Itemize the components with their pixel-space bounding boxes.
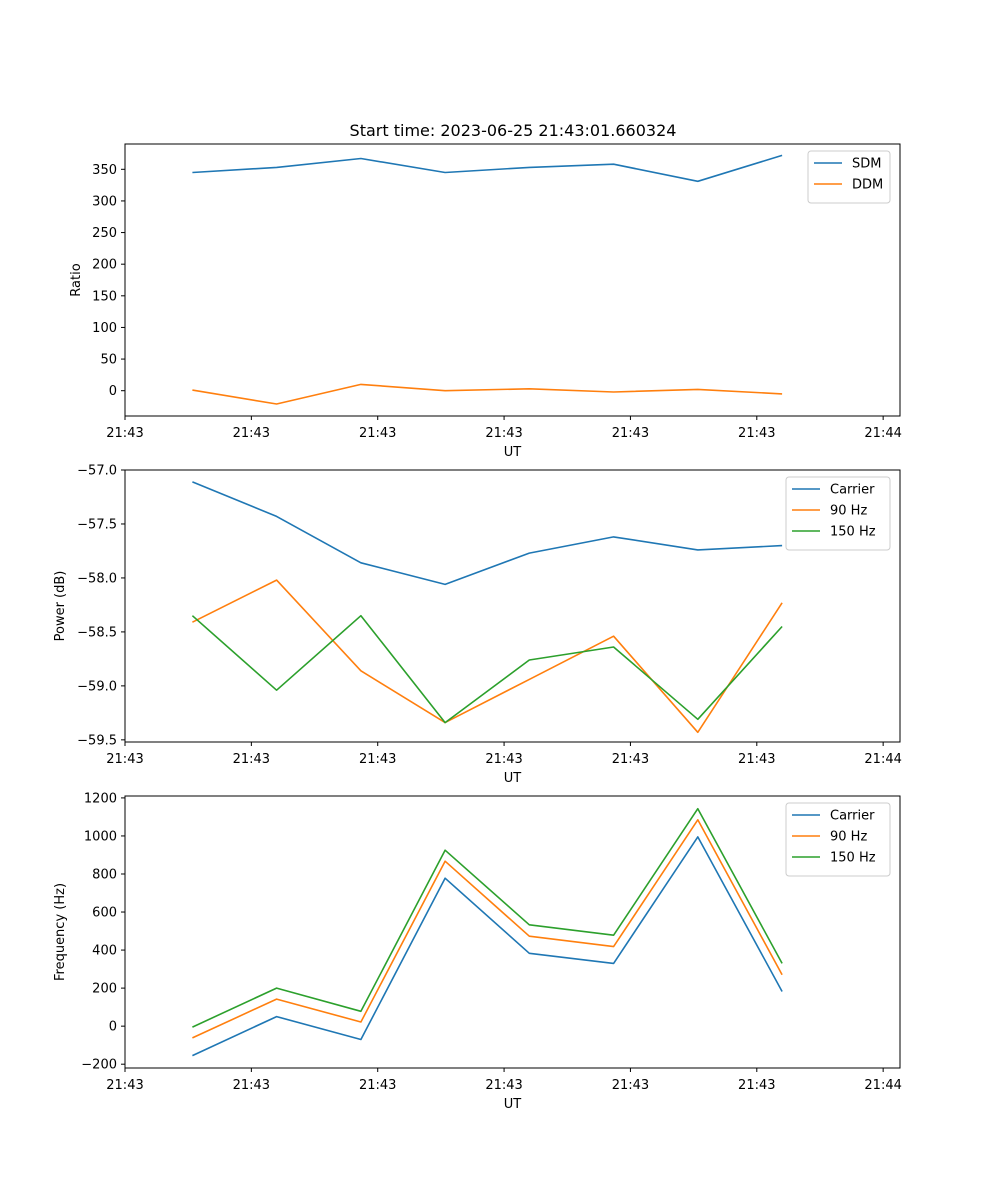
x-tick-label: 21:43 xyxy=(359,1078,396,1093)
x-tick-label: 21:43 xyxy=(359,752,396,767)
x-axis-label: UT xyxy=(504,771,522,786)
legend-label: DDM xyxy=(852,178,883,193)
series-line-150-hz xyxy=(191,614,783,724)
legend-label: Carrier xyxy=(830,483,875,498)
x-tick-label: 21:43 xyxy=(233,426,270,441)
x-tick-label: 21:44 xyxy=(864,426,901,441)
legend-box xyxy=(807,150,891,204)
y-tick-label: 200 xyxy=(92,982,117,997)
y-tick-label: 250 xyxy=(92,226,117,241)
x-axis-label: UT xyxy=(504,445,522,460)
x-tick-label: 21:43 xyxy=(612,1078,649,1093)
y-tick-label: 150 xyxy=(92,289,117,304)
x-tick-label: 21:43 xyxy=(738,426,775,441)
legend-label: SDM xyxy=(852,157,881,172)
x-tick-label: 21:43 xyxy=(485,752,522,767)
plot-frame xyxy=(124,143,901,417)
chart-panel-1: 21:43 21:43 21:43 21:43 21:43 21:43 21:44 0 50 10… xyxy=(69,143,902,460)
figure-title: Start time: 2023-06-25 21:43:01.660324 xyxy=(350,121,677,140)
y-tick-label: −59.5 xyxy=(77,733,117,748)
legend: Carrier 90 Hz 150 Hz xyxy=(785,476,891,551)
series-line-150-hz xyxy=(192,807,783,1028)
x-tick-label: 21:43 xyxy=(106,1078,143,1093)
y-axis-label: Power (dB) xyxy=(53,571,68,642)
chart-panel-2: 21:43 21:43 21:43 21:43 21:43 21:43 21:44 −57.0… xyxy=(53,464,902,787)
y-tick-label: 1000 xyxy=(84,829,117,844)
x-tick-label: 21:43 xyxy=(485,426,522,441)
series-line-90-hz xyxy=(192,579,783,734)
legend: Carrier 90 Hz 150 Hz xyxy=(785,802,891,877)
legend-label: 150 Hz xyxy=(830,525,876,540)
series-line-carrier xyxy=(192,481,783,586)
y-tick-label: 100 xyxy=(92,321,117,336)
plot-frame xyxy=(124,469,901,743)
y-tick-label: −200 xyxy=(81,1058,117,1073)
series-line-carrier xyxy=(192,836,783,1057)
plot-frame xyxy=(124,795,901,1069)
series-line-90-hz xyxy=(192,818,783,1039)
x-tick-label: 21:43 xyxy=(738,1078,775,1093)
x-tick-label: 21:43 xyxy=(233,1078,270,1093)
x-tick-label: 21:43 xyxy=(106,426,143,441)
x-tick-label: 21:43 xyxy=(612,426,649,441)
y-tick-label: −57.0 xyxy=(77,464,117,479)
x-tick-label: 21:44 xyxy=(864,1078,901,1093)
y-tick-label: 400 xyxy=(92,944,117,959)
y-tick-label: −58.5 xyxy=(77,625,117,640)
y-tick-label: 300 xyxy=(92,194,117,209)
x-tick-label: 21:43 xyxy=(359,426,396,441)
y-tick-label: 0 xyxy=(109,384,117,399)
panels: 21:43 21:43 21:43 21:43 21:43 21:43 21:44 0 50 10… xyxy=(53,143,902,1112)
series-line-ddm xyxy=(192,383,783,405)
y-tick-label: 50 xyxy=(100,353,117,368)
legend-label: 90 Hz xyxy=(830,830,867,845)
legend-label: Carrier xyxy=(830,809,875,824)
x-tick-label: 21:43 xyxy=(106,752,143,767)
x-tick-label: 21:43 xyxy=(233,752,270,767)
y-tick-label: 0 xyxy=(109,1020,117,1035)
x-tick-label: 21:43 xyxy=(485,1078,522,1093)
y-tick-label: −59.0 xyxy=(77,679,117,694)
legend-label: 150 Hz xyxy=(830,851,876,866)
y-tick-label: 350 xyxy=(92,163,117,178)
y-tick-label: 800 xyxy=(92,867,117,882)
y-tick-label: 200 xyxy=(92,258,117,273)
y-tick-label: −58.0 xyxy=(77,571,117,586)
y-axis-label: Ratio xyxy=(69,263,84,296)
x-tick-label: 21:43 xyxy=(612,752,649,767)
x-axis-label: UT xyxy=(504,1097,522,1112)
y-tick-label: −57.5 xyxy=(77,517,117,532)
y-tick-label: 1200 xyxy=(84,791,117,806)
y-axis-label: Frequency (Hz) xyxy=(53,883,68,981)
legend: SDM DDM xyxy=(807,150,891,204)
y-tick-label: 600 xyxy=(92,906,117,921)
series-line-sdm xyxy=(192,154,783,183)
legend-label: 90 Hz xyxy=(830,504,867,519)
x-tick-label: 21:44 xyxy=(864,752,901,767)
chart-panel-3: 21:43 21:43 21:43 21:43 21:43 21:43 21:44 −200 0… xyxy=(53,791,902,1112)
x-tick-label: 21:43 xyxy=(738,752,775,767)
